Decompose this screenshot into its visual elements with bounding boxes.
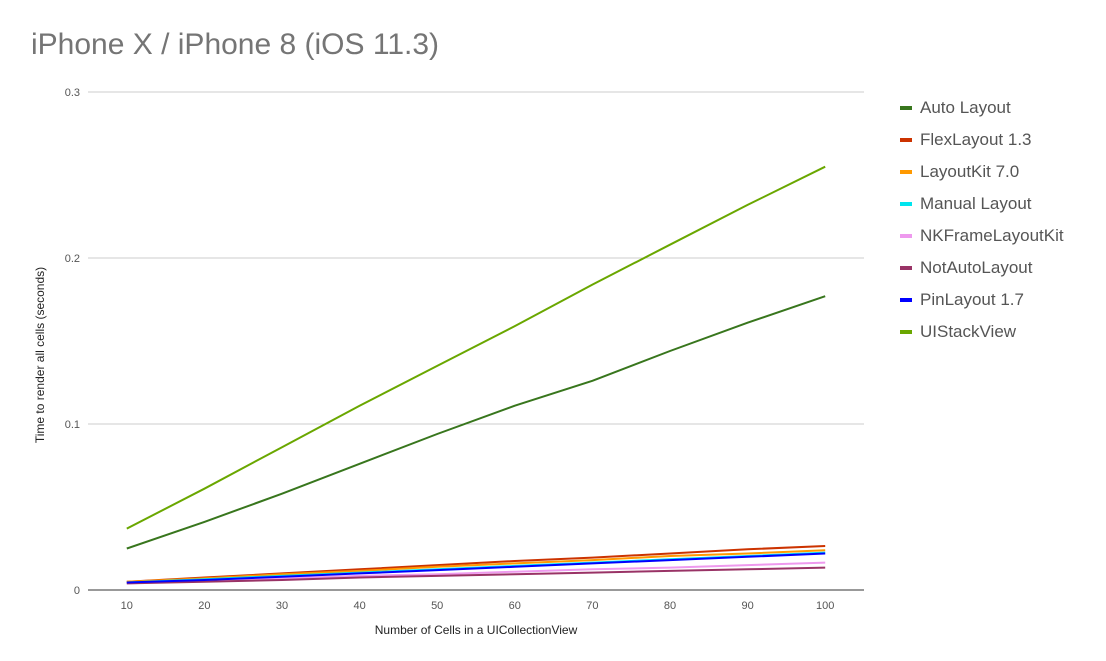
x-tick-label: 30 [276,600,288,612]
legend-label: NotAutoLayout [920,258,1033,277]
legend-item-manual-layout: Manual Layout [900,188,1064,220]
gridlines [88,91,864,425]
legend-item-notautolayout: NotAutoLayout [900,252,1064,284]
series-lines [126,165,826,585]
x-tick-label: 50 [431,600,443,612]
legend-label: FlexLayout 1.3 [920,130,1032,149]
series-line-layoutkit-7-0 [126,549,826,583]
series-line-uistackview [126,165,826,530]
legend-item-flexlayout-1-3: FlexLayout 1.3 [900,124,1064,156]
y-tick-label: 0.2 [65,253,80,265]
legend-label: NKFrameLayoutKit [920,226,1064,245]
x-axis-ticks: 10 20 30 40 50 60 70 80 90 100 [121,600,835,612]
y-axis-title: Time to render all cells (seconds) [33,267,47,443]
legend-swatch [900,138,912,142]
legend-label: Auto Layout [920,98,1011,117]
y-tick-label: 0.3 [65,87,80,99]
series-line-pinlayout-1-7 [126,552,826,584]
x-tick-label: 90 [741,600,753,612]
legend-swatch [900,234,912,238]
x-tick-label: 60 [509,600,521,612]
x-tick-label: 100 [816,600,834,612]
legend-item-auto-layout: Auto Layout [900,92,1064,124]
legend-item-pinlayout-1-7: PinLayout 1.7 [900,284,1064,316]
x-axis-title: Number of Cells in a UICollectionView [375,623,578,637]
legend-label: PinLayout 1.7 [920,290,1024,309]
legend-swatch [900,330,912,334]
series-line-nkframelayoutkit [126,561,826,585]
legend-swatch [900,106,912,110]
x-tick-label: 70 [586,600,598,612]
series-line-auto-layout [126,295,826,550]
legend-label: Manual Layout [920,194,1032,213]
legend-swatch [900,170,912,174]
legend-label: LayoutKit 7.0 [920,162,1020,181]
x-tick-label: 80 [664,600,676,612]
legend-swatch [900,298,912,302]
chart-title: iPhone X / iPhone 8 (iOS 11.3) [31,28,440,61]
x-tick-label: 20 [198,600,210,612]
legend-label: UIStackView [920,322,1017,341]
series-line-notautolayout [126,566,826,585]
x-tick-label: 10 [121,600,133,612]
legend-swatch [900,202,912,206]
y-axis-ticks: 0 0.1 0.2 0.3 [65,87,80,597]
y-tick-label: 0 [74,585,80,597]
legend-swatch [900,266,912,270]
legend: Auto Layout FlexLayout 1.3 LayoutKit 7.0 Ma… [900,92,1064,348]
legend-item-nkframelayoutkit: NKFrameLayoutKit [900,220,1064,252]
legend-item-layoutkit-7-0: LayoutKit 7.0 [900,156,1064,188]
x-tick-label: 40 [353,600,365,612]
legend-item-uistackview: UIStackView [900,316,1064,348]
y-tick-label: 0.1 [65,419,80,431]
